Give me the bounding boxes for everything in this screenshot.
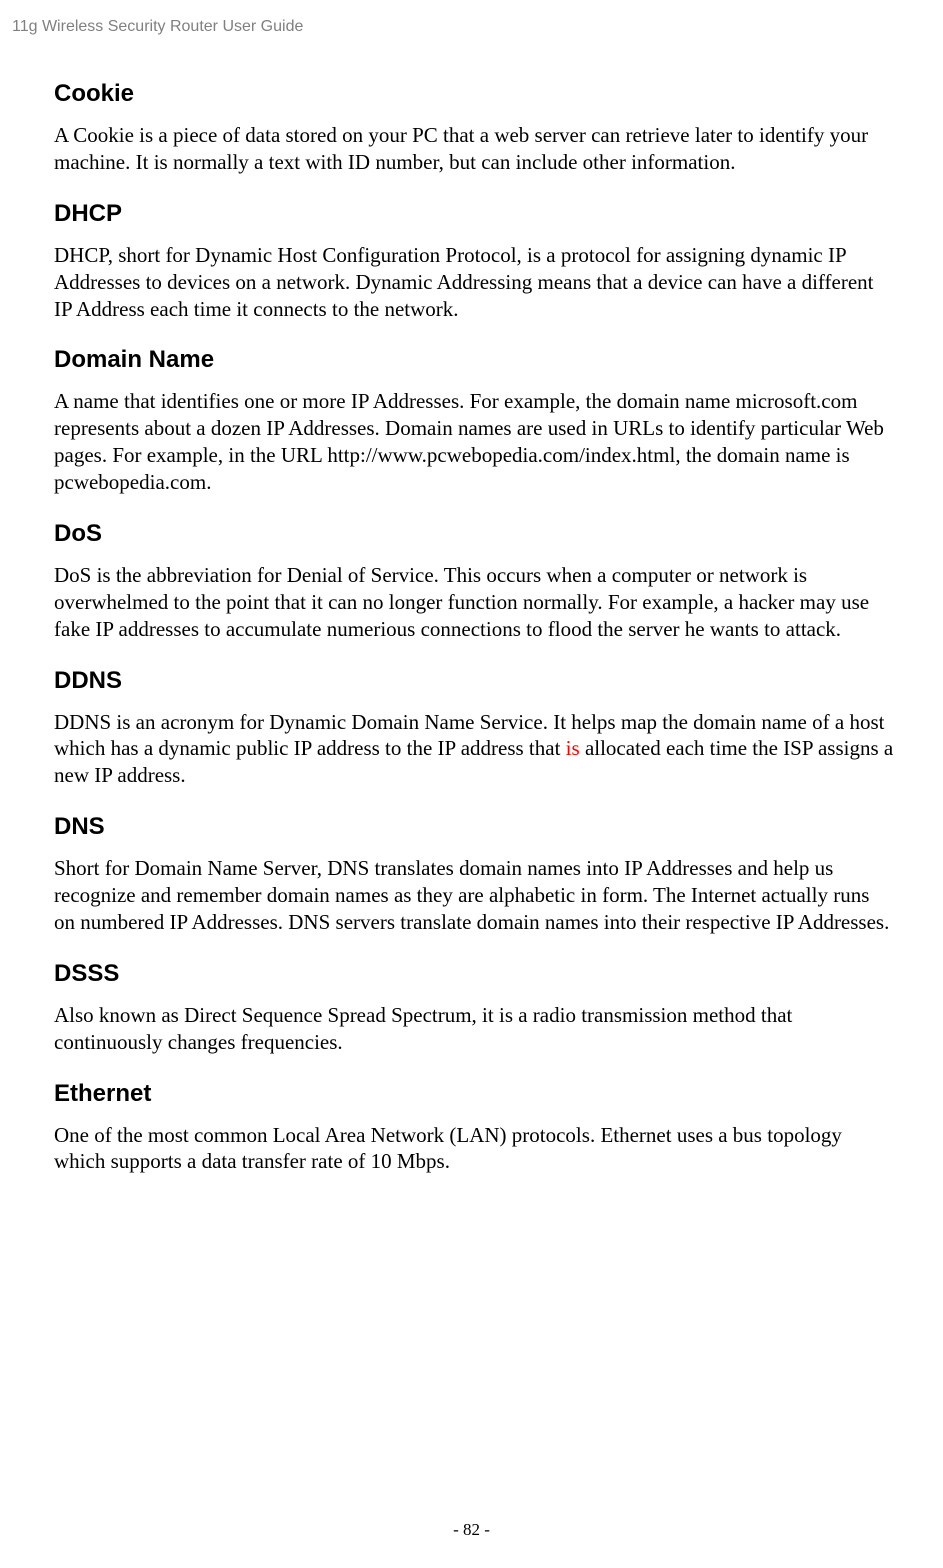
glossary-definition: DDNS is an acronym for Dynamic Domain Na… bbox=[54, 709, 894, 790]
glossary-term: DSSS bbox=[54, 960, 894, 988]
glossary-term: DNS bbox=[54, 813, 894, 841]
page-footer: - 82 - bbox=[0, 1520, 943, 1540]
glossary-definition: Short for Domain Name Server, DNS transl… bbox=[54, 855, 894, 936]
glossary-definition: A Cookie is a piece of data stored on yo… bbox=[54, 122, 894, 176]
glossary-definition: Also known as Direct Sequence Spread Spe… bbox=[54, 1002, 894, 1056]
glossary-term: Cookie bbox=[54, 80, 894, 108]
page-header: 11g Wireless Security Router User Guide bbox=[12, 18, 303, 36]
glossary-definition: DoS is the abbreviation for Denial of Se… bbox=[54, 562, 894, 643]
glossary-definition: DHCP, short for Dynamic Host Configurati… bbox=[54, 242, 894, 323]
glossary-term: Domain Name bbox=[54, 346, 894, 374]
glossary-term: DoS bbox=[54, 520, 894, 548]
glossary-content: Cookie A Cookie is a piece of data store… bbox=[54, 72, 894, 1175]
glossary-term: Ethernet bbox=[54, 1080, 894, 1108]
glossary-term: DDNS bbox=[54, 667, 894, 695]
glossary-definition: One of the most common Local Area Networ… bbox=[54, 1122, 894, 1176]
glossary-definition: A name that identifies one or more IP Ad… bbox=[54, 388, 894, 496]
definition-highlight: is bbox=[566, 736, 580, 760]
glossary-term: DHCP bbox=[54, 200, 894, 228]
